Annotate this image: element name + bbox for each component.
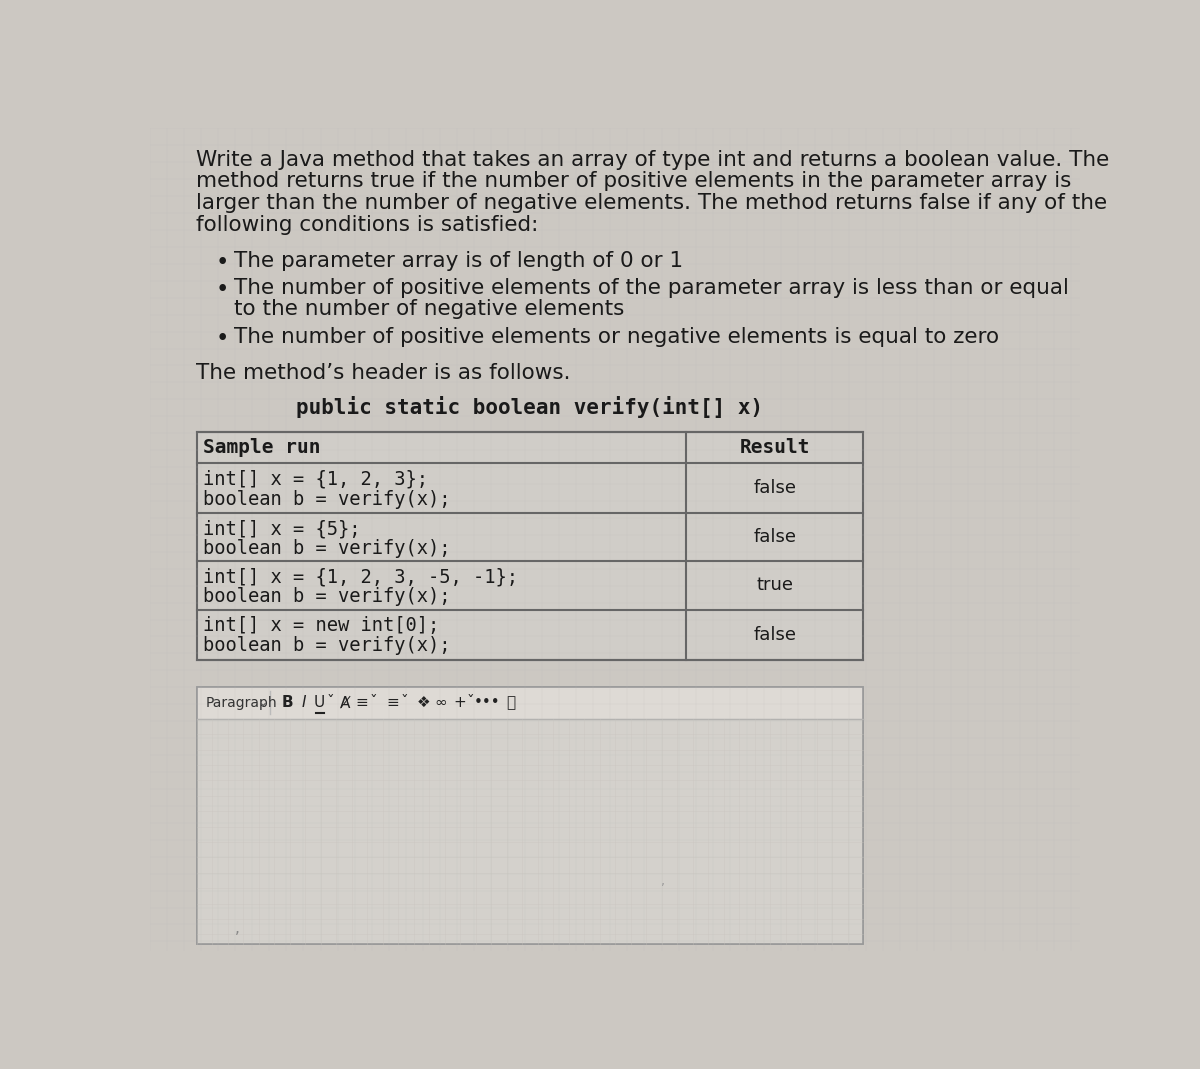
Text: false: false — [754, 479, 796, 497]
FancyBboxPatch shape — [197, 686, 863, 718]
Text: ˇ: ˇ — [326, 695, 335, 710]
Text: boolean b = verify(x);: boolean b = verify(x); — [203, 587, 450, 606]
Text: ,: , — [235, 921, 240, 936]
Text: larger than the number of negative elements. The method returns false if any of : larger than the number of negative eleme… — [197, 193, 1108, 213]
FancyBboxPatch shape — [197, 718, 863, 945]
Text: false: false — [754, 528, 796, 546]
Text: ❖: ❖ — [416, 695, 431, 710]
Text: boolean b = verify(x);: boolean b = verify(x); — [203, 490, 450, 509]
Text: The method’s header is as follows.: The method’s header is as follows. — [197, 363, 571, 383]
Text: int[] x = {5};: int[] x = {5}; — [203, 520, 360, 539]
Text: ,: , — [661, 876, 666, 888]
Text: public static boolean verify(int[] x): public static boolean verify(int[] x) — [296, 397, 763, 418]
Text: •••: ••• — [474, 695, 500, 710]
Text: ˇ: ˇ — [370, 695, 377, 710]
Text: following conditions is satisfied:: following conditions is satisfied: — [197, 215, 539, 234]
Text: B: B — [281, 695, 293, 710]
Text: ˇ: ˇ — [467, 695, 474, 710]
Text: The number of positive elements or negative elements is equal to zero: The number of positive elements or negat… — [234, 327, 998, 347]
Text: I: I — [302, 695, 306, 710]
Text: •: • — [216, 327, 229, 350]
Text: ∞: ∞ — [434, 695, 446, 710]
Text: ⛶: ⛶ — [506, 695, 515, 710]
Text: Sample run: Sample run — [203, 438, 320, 458]
Text: ≡: ≡ — [386, 695, 398, 710]
Text: Paragraph: Paragraph — [206, 696, 277, 710]
Text: method returns true if the number of positive elements in the parameter array is: method returns true if the number of pos… — [197, 171, 1072, 191]
Text: •: • — [216, 278, 229, 301]
Text: ⌄: ⌄ — [257, 696, 268, 709]
FancyBboxPatch shape — [197, 433, 863, 660]
Text: •: • — [216, 251, 229, 275]
Text: U: U — [314, 695, 325, 710]
Text: The parameter array is of length of 0 or 1: The parameter array is of length of 0 or… — [234, 251, 683, 272]
Text: ˇ: ˇ — [401, 695, 408, 710]
Text: The number of positive elements of the parameter array is less than or equal: The number of positive elements of the p… — [234, 278, 1068, 298]
Text: A̸: A̸ — [341, 695, 352, 710]
Text: +: + — [454, 695, 467, 710]
Text: boolean b = verify(x);: boolean b = verify(x); — [203, 636, 450, 655]
Text: Write a Java method that takes an array of type int and returns a boolean value.: Write a Java method that takes an array … — [197, 150, 1110, 170]
Text: ≡: ≡ — [355, 695, 368, 710]
FancyBboxPatch shape — [197, 686, 863, 945]
Text: int[] x = new int[0];: int[] x = new int[0]; — [203, 616, 439, 635]
Text: to the number of negative elements: to the number of negative elements — [234, 299, 624, 320]
Text: boolean b = verify(x);: boolean b = verify(x); — [203, 539, 450, 558]
Text: int[] x = {1, 2, 3};: int[] x = {1, 2, 3}; — [203, 469, 427, 489]
Text: true: true — [756, 576, 793, 594]
Text: Result: Result — [739, 438, 810, 458]
Text: false: false — [754, 625, 796, 644]
Text: int[] x = {1, 2, 3, -5, -1};: int[] x = {1, 2, 3, -5, -1}; — [203, 568, 517, 586]
